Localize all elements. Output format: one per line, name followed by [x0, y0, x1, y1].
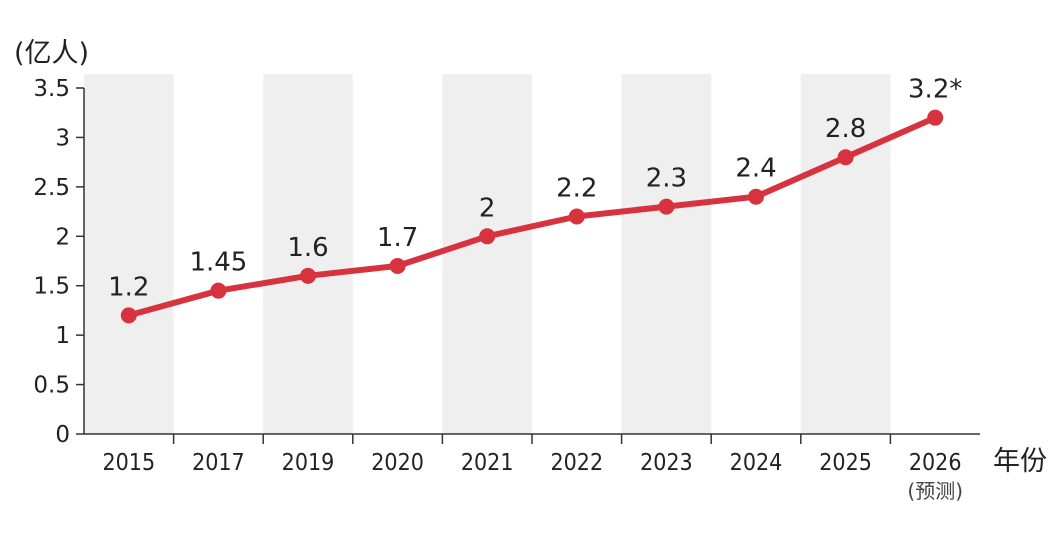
x-tick-label: 2023: [640, 450, 693, 476]
x-axis-label: 年份: [993, 446, 1047, 477]
y-tick-label: 1: [55, 323, 70, 349]
data-label: 3.2*: [908, 75, 962, 105]
data-point: [837, 149, 854, 166]
y-tick-label: 2.5: [33, 175, 70, 201]
data-points: [120, 109, 944, 324]
x-tick-label: 2021: [461, 450, 514, 476]
x-tick-label: 2020: [371, 450, 424, 476]
data-label: 1.2: [108, 272, 149, 302]
data-point: [389, 257, 406, 274]
x-tick-sublabel: (预测): [907, 479, 963, 503]
y-tick-label: 2: [55, 224, 70, 250]
data-point: [568, 208, 585, 225]
column-band: [800, 74, 891, 434]
x-tick-label: 2017: [192, 450, 245, 476]
data-label: 2.3: [646, 164, 687, 194]
x-tick-label: 2015: [102, 450, 155, 476]
y-axis-unit-label: (亿人): [14, 38, 89, 69]
x-tick-label: 2025: [819, 450, 872, 476]
data-point: [748, 188, 764, 205]
y-tick-label: 1.5: [33, 274, 70, 300]
data-label: 2.2: [556, 174, 597, 204]
x-tick-label: 2026: [909, 450, 962, 476]
column-band: [84, 74, 174, 434]
data-label: 2.4: [735, 154, 776, 184]
data-label: 1.6: [287, 233, 328, 263]
series-line: [125, 114, 939, 319]
data-point: [120, 307, 137, 324]
column-band: [442, 74, 532, 434]
data-labels: 1.2 1.45 1.6 1.7 2 2.2 2.3 2.4 2.8 3.2*: [108, 75, 962, 303]
column-band: [621, 74, 712, 434]
x-tick-label: 2022: [550, 450, 603, 476]
data-point: [658, 198, 675, 215]
column-band: [263, 74, 353, 434]
data-label: 2.8: [825, 114, 866, 144]
data-label: 2: [479, 193, 496, 223]
data-point: [210, 282, 227, 299]
x-tick-label: 2024: [730, 450, 783, 476]
y-tick-label: 0.5: [33, 373, 70, 399]
data-label: 1.7: [377, 223, 418, 253]
y-tick-label: 3.5: [33, 76, 70, 102]
x-axis-ticks: 2015 2017 2019 2020 2021 2022 2023 2024 2025 2026…: [102, 434, 963, 503]
data-label: 1.45: [189, 248, 247, 278]
data-point: [300, 267, 316, 284]
y-tick-label: 3: [55, 125, 70, 151]
y-axis-ticks: 0 0.5 1 1.5 2 2.5 3 3.5: [33, 76, 84, 448]
x-tick-label: 2019: [282, 450, 335, 476]
data-point: [927, 109, 944, 126]
y-tick-label: 0: [55, 422, 70, 448]
data-point: [479, 228, 496, 245]
column-bands: [84, 74, 891, 434]
